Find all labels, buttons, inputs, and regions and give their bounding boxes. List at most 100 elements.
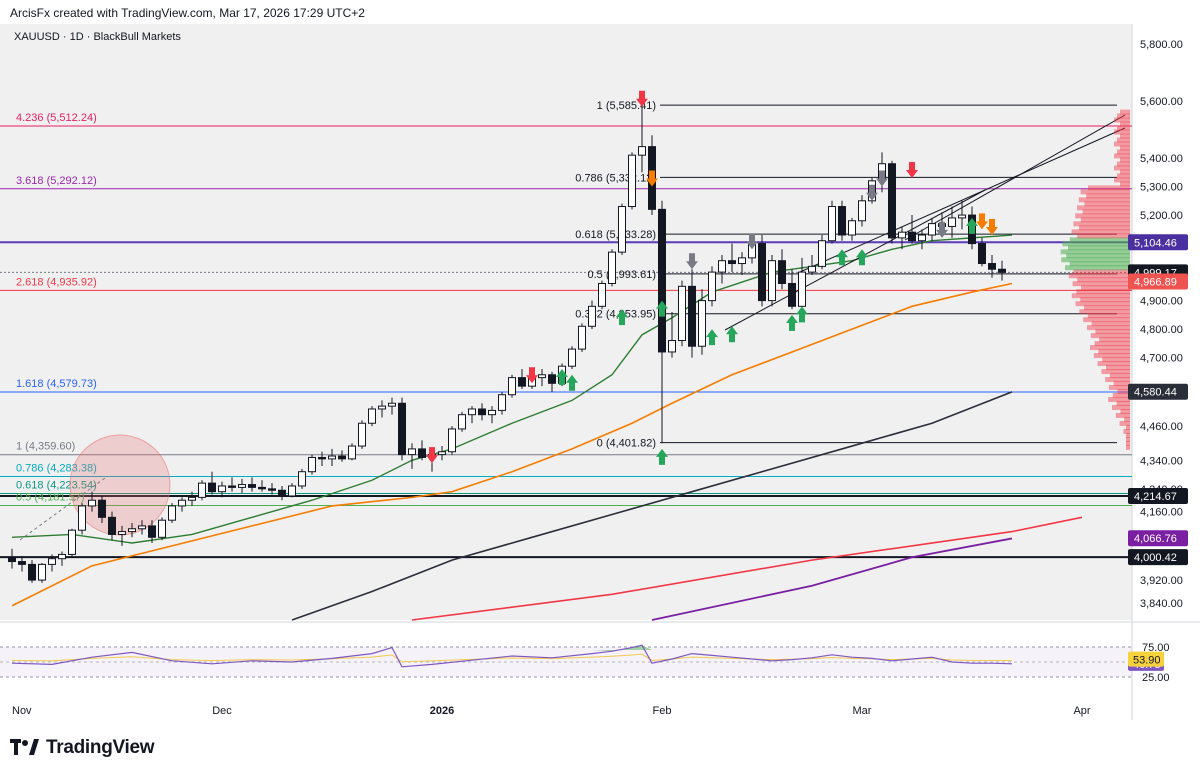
signal-arrow (566, 374, 578, 391)
signal-arrow (856, 249, 868, 266)
footer: TradingView (0, 733, 1200, 771)
volume-profile-bar (1119, 420, 1130, 426)
time-tick-label: Mar (853, 705, 872, 717)
candle-body (918, 234, 926, 242)
candle-body (598, 283, 606, 307)
candle-body (278, 489, 286, 497)
candle-body (718, 260, 726, 273)
candle-body (118, 531, 126, 535)
credit-text: ArcisFx created with TradingView.com, Ma… (10, 6, 365, 20)
candle-body (148, 525, 156, 538)
candle-body (758, 243, 766, 302)
volume-profile-bar (1120, 169, 1130, 175)
candle-body (888, 163, 896, 239)
volume-profile-bar (1109, 373, 1130, 379)
candle-body (358, 422, 366, 447)
time-axis[interactable]: Nov Dec 2026 Feb Mar Apr (12, 705, 1091, 717)
signal-arrow (556, 369, 568, 386)
volume-profile-bar (1120, 157, 1130, 163)
volume-profile-bar (1099, 337, 1130, 343)
price-tick-label: 5,300.00 (1140, 182, 1183, 194)
volume-profile-bar (1117, 137, 1130, 143)
fib-left-label: 1.618 (4,579.73) (16, 378, 97, 390)
candle-body (348, 445, 356, 460)
sma-green-line (11, 234, 1013, 544)
price-badge (1128, 530, 1188, 547)
volume-profile-bar (1082, 209, 1130, 215)
channel-mid-line (799, 127, 1126, 273)
price-tick-label: 4,800.00 (1140, 324, 1183, 336)
candle-body (678, 285, 686, 342)
price-tick-label: 5,800.00 (1140, 39, 1183, 51)
signal-arrow (656, 300, 668, 317)
volume-profile-bar (1126, 440, 1130, 446)
volume-profile-bar (1065, 265, 1130, 271)
time-tick-label: Dec (212, 705, 232, 717)
candle-body (828, 206, 836, 242)
volume-profile-bar (1112, 404, 1130, 410)
volume-profile-bar (1117, 389, 1130, 395)
volume-profile-bar (1117, 173, 1130, 179)
rsi-current-badge (1128, 651, 1164, 667)
signal-arrows (426, 90, 998, 465)
volume-profile-bar (1095, 329, 1130, 335)
candle-body (548, 374, 556, 384)
horizontal-levels (0, 241, 1132, 559)
candle-body (998, 268, 1006, 273)
volume-profile-bar (1071, 293, 1130, 299)
signal-arrow (426, 447, 438, 464)
fib-left-label: 2.618 (4,935.92) (16, 276, 97, 288)
candle-body (188, 496, 196, 501)
signal-arrow (616, 309, 628, 326)
rsi-line (11, 644, 1013, 668)
candle-body (68, 529, 76, 555)
volume-profile-bar (1126, 424, 1130, 430)
brand-name: TradingView (46, 737, 155, 758)
volume-profile-bar (1094, 341, 1130, 347)
main-pane-background (0, 24, 1132, 620)
price-axis[interactable]: 5,800.00 5,600.00 5,400.00 5,300.00 5,200.00… (1128, 39, 1188, 610)
candle-body (808, 265, 816, 273)
candle-body (258, 486, 266, 490)
volume-profile-bar (1114, 117, 1130, 123)
brand-logo[interactable]: TradingView (10, 737, 155, 759)
candles (8, 103, 1006, 583)
volume-profile-bar (1114, 177, 1130, 183)
price-tick-label: 5,200.00 (1140, 210, 1183, 222)
candle-body (48, 558, 56, 565)
trendlines (19, 109, 1130, 541)
volume-profile-bar (1083, 317, 1130, 323)
signal-arrow (746, 233, 758, 250)
volume-profile-bar (1101, 369, 1130, 375)
fib-right-label: 0.786 (5,332.12) (575, 172, 656, 184)
price-tick-label: 4,700.00 (1140, 353, 1183, 365)
candle-body (228, 485, 236, 488)
volume-profile-bar (1120, 145, 1130, 151)
candle-body (858, 200, 866, 222)
candle-body (628, 154, 636, 208)
fib-right-label: 0.618 (5,133.28) (575, 229, 656, 241)
volume-profile-bar (1093, 353, 1130, 359)
candle-body (58, 553, 66, 560)
volume-profile-bar (1077, 277, 1130, 283)
candle-body (468, 408, 476, 416)
candle-body (378, 405, 386, 410)
sma-200-line (291, 391, 1013, 621)
volume-profile-bar (1090, 333, 1130, 339)
candle-body (728, 260, 736, 265)
volume-profile-bar (1120, 408, 1130, 414)
tradingview-logo-icon (10, 739, 39, 755)
volume-profile-bar (1073, 221, 1130, 227)
candle-body (178, 499, 186, 507)
volume-profile-bar (1080, 217, 1130, 223)
signal-arrow (796, 306, 808, 323)
fib-right-label: 1 (5,585.41) (597, 100, 656, 112)
candle-body (338, 455, 346, 460)
volume-profile-bar (1066, 253, 1130, 259)
volume-profile-bar (1062, 241, 1130, 247)
volume-profile-bar (1086, 193, 1130, 199)
volume-profile-bar (1071, 229, 1130, 235)
symbol-label: XAUUSD · 1D · BlackBull Markets (14, 31, 181, 43)
volume-profile-bar (1114, 153, 1130, 159)
chart[interactable]: 4.236 (5,512.24) 3.618 (5,292.12) 2.618 (4… (0, 0, 1200, 733)
